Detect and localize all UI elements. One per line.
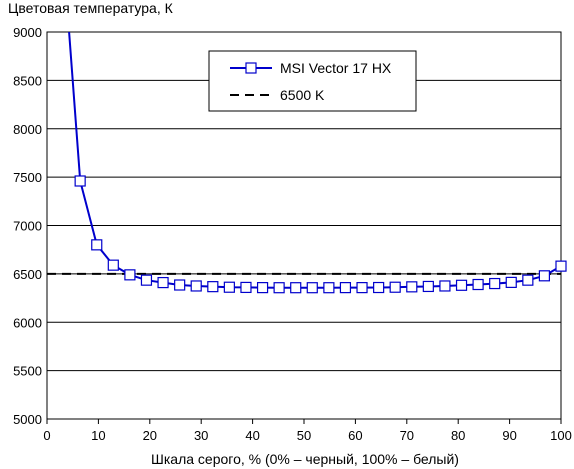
x-tick-label: 10: [91, 428, 105, 443]
data-point-msi: [91, 239, 103, 251]
data-point-msi: [406, 281, 418, 293]
legend-label-msi: MSI Vector 17 HX: [280, 60, 392, 76]
data-point-msi: [455, 279, 468, 291]
data-point-msi: [472, 278, 484, 291]
legend: MSI Vector 17 HX 6500 K: [208, 50, 417, 112]
data-point-msi: [522, 274, 534, 286]
x-tick-label: 90: [502, 428, 516, 443]
data-point-msi: [190, 280, 202, 292]
data-point-msi: [174, 279, 186, 291]
x-tick-label: 80: [451, 428, 465, 443]
x-tick-label: 70: [400, 428, 414, 443]
data-point-msi: [74, 175, 86, 187]
x-tick-label: 60: [348, 428, 362, 443]
x-tick-label: 40: [245, 428, 259, 443]
data-point-msi: [555, 260, 567, 272]
x-tick-label: 0: [43, 428, 50, 443]
x-tick-label: 30: [194, 428, 208, 443]
x-tick-label: 100: [550, 428, 572, 443]
data-point-msi: [223, 281, 235, 293]
y-tick-label: 6000: [13, 315, 42, 330]
data-point-msi: [256, 282, 269, 294]
y-tick-label: 8000: [13, 122, 42, 137]
data-point-msi: [124, 269, 136, 281]
data-point-msi: [489, 277, 501, 290]
data-point-msi: [439, 280, 451, 292]
series-layer: [47, 32, 567, 294]
data-point-msi: [207, 281, 219, 293]
x-axis-label: Шкала серого, % (0% – черный, 100% – бел…: [151, 451, 459, 467]
x-tick-label: 20: [143, 428, 157, 443]
data-point-msi: [290, 282, 302, 294]
y-axis-ticks: 5000 5500 6000 6500 7000 7500 8000 8500 9000: [13, 25, 42, 427]
data-point-msi: [306, 282, 318, 294]
y-tick-label: 6500: [13, 267, 42, 282]
legend-box: [208, 50, 417, 112]
data-point-msi: [157, 276, 169, 289]
y-tick-label: 9000: [13, 25, 42, 40]
data-point-msi: [422, 280, 434, 293]
data-point-msi: [323, 282, 335, 294]
y-tick-label: 7500: [13, 170, 42, 185]
y-tick-label: 8500: [13, 73, 42, 88]
y-tick-label: 7000: [13, 219, 42, 234]
x-tick-label: 50: [297, 428, 311, 443]
data-point-msi: [505, 276, 517, 288]
y-tick-label: 5000: [13, 412, 42, 427]
data-point-msi: [389, 281, 401, 293]
y-tick-label: 5500: [13, 364, 42, 379]
data-point-msi: [273, 282, 285, 294]
data-point-msi: [373, 281, 385, 294]
data-point-msi: [140, 274, 153, 286]
data-point-msi: [538, 270, 550, 282]
data-point-msi: [240, 281, 252, 294]
data-point-msi: [356, 282, 368, 294]
y-axis-label: Цветовая температура, К: [8, 0, 174, 16]
legend-label-6500k: 6500 K: [280, 87, 325, 103]
x-axis-ticks: 0 10 20 30 40 50 60 70 80 90 100: [43, 419, 572, 443]
legend-marker-msi: [245, 62, 257, 74]
data-point-msi: [339, 282, 352, 294]
data-point-msi: [107, 259, 119, 271]
